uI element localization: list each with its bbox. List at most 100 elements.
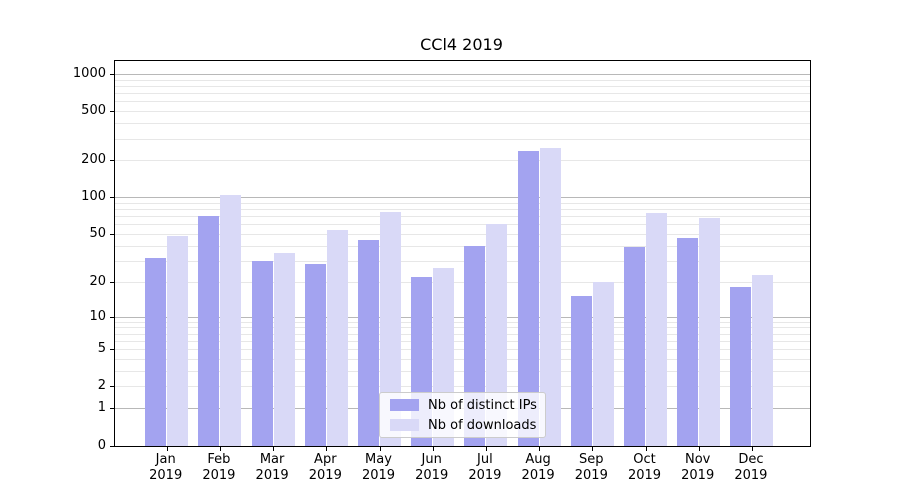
y-tick-mark xyxy=(110,197,114,199)
x-tick-month: Mar xyxy=(259,452,285,467)
legend-item: Nb of distinct IPs xyxy=(390,398,545,413)
x-tick-mark xyxy=(592,447,594,451)
bar-distinct-ips-nov xyxy=(677,238,699,446)
x-tick-mark xyxy=(166,447,168,451)
y-gridline-minor xyxy=(115,370,810,372)
y-gridline-minor xyxy=(115,333,810,335)
x-tick-month: Apr xyxy=(314,452,337,467)
x-tick-year: 2019 xyxy=(468,468,502,483)
bar-downloads-dec xyxy=(752,274,774,446)
y-gridline-minor xyxy=(115,260,810,262)
legend-item: Nb of downloads xyxy=(390,418,545,433)
y-tick-mark xyxy=(110,234,114,236)
y-tick-mark xyxy=(110,386,114,388)
chart-title: CCl4 2019 xyxy=(420,35,503,54)
y-tick-label: 20 xyxy=(89,273,106,289)
x-tick-label: Feb 2019 xyxy=(191,452,247,484)
bar-distinct-ips-mar xyxy=(251,260,273,446)
x-tick-year: 2019 xyxy=(308,468,342,483)
bar-downloads-aug xyxy=(539,148,561,446)
y-gridline-major xyxy=(115,316,810,318)
x-tick-label: Jul 2019 xyxy=(457,452,513,484)
y-gridline-minor xyxy=(115,234,810,236)
bar-downloads-jul xyxy=(486,223,508,446)
x-tick-year: 2019 xyxy=(681,468,715,483)
bar-distinct-ips-dec xyxy=(730,287,752,446)
y-gridline-minor xyxy=(115,138,810,140)
x-tick-year: 2019 xyxy=(574,468,608,483)
y-tick-label: 100 xyxy=(81,189,106,205)
y-gridline-minor xyxy=(115,202,810,204)
legend: Nb of distinct IPs Nb of downloads xyxy=(379,392,546,438)
y-gridline-minor xyxy=(115,321,810,323)
x-tick-label: Sep 2019 xyxy=(563,452,619,484)
x-tick-year: 2019 xyxy=(521,468,555,483)
x-tick-year: 2019 xyxy=(255,468,289,483)
y-gridline-minor xyxy=(115,349,810,351)
x-tick-label: Mar 2019 xyxy=(244,452,300,484)
x-tick-month: Jan xyxy=(155,452,176,467)
y-gridline-major xyxy=(115,74,810,76)
x-tick-month: Nov xyxy=(685,452,711,467)
bar-downloads-feb xyxy=(220,194,242,446)
x-tick-year: 2019 xyxy=(734,468,768,483)
y-tick-mark xyxy=(110,408,114,410)
y-tick-label: 500 xyxy=(81,103,106,119)
y-tick-mark xyxy=(110,74,114,76)
y-tick-mark xyxy=(110,111,114,113)
x-tick-label: Nov 2019 xyxy=(670,452,726,484)
x-tick-mark xyxy=(751,447,753,451)
x-tick-year: 2019 xyxy=(202,468,236,483)
y-tick-label: 10 xyxy=(89,308,106,324)
bar-distinct-ips-sep xyxy=(570,296,592,446)
bar-downloads-oct xyxy=(646,213,667,446)
bar-downloads-jan xyxy=(167,236,189,446)
bar-distinct-ips-feb xyxy=(198,216,220,446)
y-gridline-minor xyxy=(115,216,810,218)
y-tick-mark xyxy=(110,445,114,447)
y-tick-label: 1 xyxy=(97,400,106,416)
y-tick-label: 1000 xyxy=(72,66,106,82)
x-tick-mark xyxy=(326,447,328,451)
x-tick-mark xyxy=(379,447,381,451)
bar-downloads-may xyxy=(380,211,401,446)
x-tick-year: 2019 xyxy=(149,468,183,483)
y-gridline-minor xyxy=(115,101,810,103)
x-tick-label: Apr 2019 xyxy=(297,452,353,484)
y-gridline-minor xyxy=(115,111,810,113)
x-tick-month: Jun xyxy=(421,452,442,467)
legend-label: Nb of distinct IPs xyxy=(428,397,537,413)
y-gridline-minor xyxy=(115,224,810,226)
legend-label: Nb of downloads xyxy=(428,417,537,433)
y-gridline-minor xyxy=(115,327,810,329)
y-gridline-minor xyxy=(115,245,810,247)
y-tick-mark xyxy=(110,160,114,162)
bar-distinct-ips-may xyxy=(358,239,379,446)
x-tick-label: Oct 2019 xyxy=(617,452,673,484)
y-gridline-minor xyxy=(115,86,810,88)
x-tick-mark xyxy=(698,447,700,451)
y-tick-mark xyxy=(110,281,114,283)
y-gridline-minor xyxy=(115,340,810,342)
x-tick-month: Feb xyxy=(207,452,231,467)
y-gridline-minor xyxy=(115,358,810,360)
x-tick-label: Jun 2019 xyxy=(404,452,460,484)
x-tick-mark xyxy=(273,447,275,451)
x-tick-month: Dec xyxy=(738,452,764,467)
bar-distinct-ips-apr xyxy=(304,264,326,446)
y-gridline-major xyxy=(115,197,810,199)
y-gridline-minor xyxy=(115,386,810,388)
legend-swatch xyxy=(390,399,419,411)
x-tick-year: 2019 xyxy=(361,468,396,483)
y-gridline-minor xyxy=(115,79,810,81)
x-tick-month: Jul xyxy=(477,452,493,467)
x-tick-label: Jan 2019 xyxy=(138,452,194,484)
plot-area xyxy=(110,60,811,451)
x-tick-year: 2019 xyxy=(415,468,449,483)
y-gridline-minor xyxy=(115,281,810,283)
bar-downloads-sep xyxy=(592,281,614,446)
x-tick-mark xyxy=(432,447,434,451)
x-tick-mark xyxy=(485,447,487,451)
x-tick-label: Dec 2019 xyxy=(723,452,779,484)
